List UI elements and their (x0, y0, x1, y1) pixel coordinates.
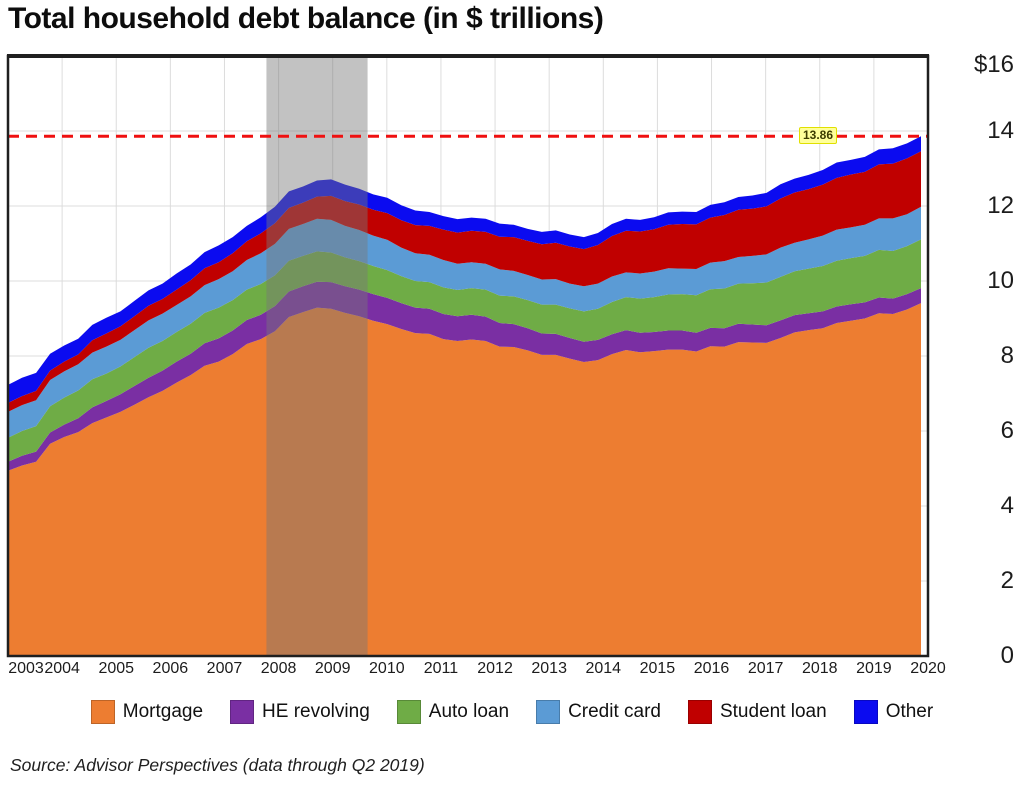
y-tick-label: 4 (1000, 492, 1014, 519)
legend-item-other: Other (853, 700, 934, 724)
legend-label: Credit card (568, 701, 661, 722)
area-he-revolving (8, 281, 921, 471)
y-tick-label: 0 (1000, 642, 1014, 669)
x-tick-label: 2005 (98, 660, 135, 677)
area-other (8, 136, 921, 403)
legend-item-auto-loan: Auto loan (396, 700, 510, 724)
y-tick-label: 6 (1000, 417, 1014, 444)
x-tick-label: 2012 (477, 660, 513, 677)
legend-item-student-loan: Student loan (687, 700, 827, 724)
x-tick-label: 2009 (314, 660, 351, 677)
area-auto-loan (8, 239, 921, 462)
x-tick-label: 2006 (152, 660, 189, 677)
legend: Mortgage HE revolving Auto loan Credit card… (0, 697, 1024, 727)
reference-line-label: 13.86 (799, 127, 838, 144)
x-tick-label: 2020 (910, 660, 946, 677)
x-tick-label: 2017 (747, 660, 784, 677)
legend-item-credit-card: Credit card (536, 700, 661, 724)
x-tick-label: 2016 (693, 660, 730, 677)
y-tick-label: $16 (973, 51, 1014, 78)
x-tick-label: 2013 (531, 660, 567, 677)
area-credit-card (8, 206, 921, 438)
y-tick-label: 2 (1000, 567, 1014, 594)
legend-item-he-revolving: HE revolving (230, 700, 370, 724)
legend-label: Student loan (719, 701, 827, 722)
x-tick-label: 2007 (206, 660, 243, 677)
x-tick-label: 2018 (801, 660, 838, 677)
legend-swatch-credit-card (536, 700, 561, 724)
legend-label: Auto loan (428, 701, 510, 722)
legend-item-mortgage: Mortgage (90, 700, 204, 724)
legend-label: Other (885, 701, 934, 722)
source-note: Source: Advisor Perspectives (data throu… (10, 755, 425, 775)
legend-swatch-mortgage (90, 700, 115, 724)
legend-label: HE revolving (262, 701, 370, 722)
legend-swatch-other (853, 700, 878, 724)
legend-label: Mortgage (122, 701, 204, 722)
legend-swatch-student-loan (687, 700, 712, 724)
x-tick-label: 2004 (44, 660, 80, 677)
area-student-loan (8, 151, 921, 412)
chart-title: Total household debt balance (in $ trill… (8, 2, 604, 35)
x-tick-label: 2008 (260, 660, 297, 677)
legend-swatch-auto-loan (396, 700, 421, 724)
y-tick-label: 12 (987, 192, 1014, 219)
x-tick-label: 2011 (423, 660, 459, 677)
y-tick-label: 10 (987, 267, 1014, 294)
y-tick-label: 8 (1000, 342, 1014, 369)
x-tick-label: 2014 (585, 660, 622, 677)
x-tick-label: 2010 (369, 660, 405, 677)
recession-band (266, 56, 368, 656)
x-tick-label: 2003 (8, 660, 44, 677)
y-tick-label: 14 (987, 117, 1014, 144)
legend-swatch-he-revolving (230, 700, 255, 724)
area-mortgage (8, 303, 921, 656)
x-tick-label: 2015 (639, 660, 676, 677)
x-tick-label: 2019 (856, 660, 892, 677)
